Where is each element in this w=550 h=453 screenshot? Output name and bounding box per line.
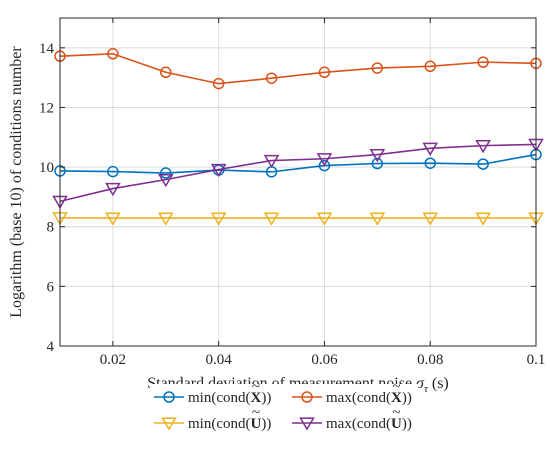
legend-label-symbol: U bbox=[250, 416, 261, 432]
data-point bbox=[107, 165, 119, 178]
legend-entry-3: min(cond(U))~ bbox=[154, 405, 271, 432]
axes-frame bbox=[59, 17, 537, 347]
x-axis-title-subscript: τ bbox=[424, 383, 429, 395]
y-tick-label: 10 bbox=[39, 160, 54, 176]
data-point bbox=[105, 212, 121, 226]
legend-label-suffix: )) bbox=[261, 416, 271, 432]
legend-label-suffix: )) bbox=[402, 390, 412, 406]
legend-label-suffix: )) bbox=[402, 416, 412, 432]
series-layer bbox=[52, 48, 544, 226]
axes-background bbox=[60, 18, 536, 346]
legend-box bbox=[150, 384, 418, 448]
legend-label: max(cond(X)) bbox=[326, 390, 412, 406]
series-4 bbox=[52, 138, 544, 210]
legend: min(cond(X))~max(cond(X))~min(cond(U))~m… bbox=[150, 379, 418, 448]
y-tick-label: 4 bbox=[47, 339, 55, 355]
ticks bbox=[60, 18, 537, 347]
data-point bbox=[477, 56, 489, 68]
legend-tilde: ~ bbox=[252, 405, 260, 421]
data-point bbox=[422, 142, 439, 156]
data-point bbox=[157, 212, 174, 226]
legend-entry-1: min(cond(X))~ bbox=[154, 379, 271, 406]
y-tick-label: 8 bbox=[47, 220, 55, 236]
data-point bbox=[318, 66, 331, 79]
legend-label-prefix: max(cond( bbox=[326, 416, 391, 432]
data-point bbox=[369, 212, 386, 226]
data-point bbox=[318, 159, 331, 172]
legend-tilde: ~ bbox=[252, 379, 260, 395]
x-tick-label: 0.02 bbox=[100, 352, 126, 368]
y-tick-label: 6 bbox=[47, 279, 55, 295]
data-point bbox=[475, 212, 491, 226]
tick-labels: 0.02 0.04 0.06 0.08 0.1 4 6 8 10 12 14 bbox=[39, 41, 545, 368]
legend-label-prefix: min(cond( bbox=[188, 390, 250, 406]
legend-entry-2: max(cond(X))~ bbox=[292, 379, 412, 406]
x-tick-label: 0.1 bbox=[527, 352, 546, 368]
data-point bbox=[157, 173, 174, 188]
data-point bbox=[160, 66, 172, 79]
series-line bbox=[59, 52, 537, 85]
legend-label-symbol: X bbox=[391, 390, 402, 406]
x-tick-label: 0.04 bbox=[206, 352, 233, 368]
y-tick-label: 12 bbox=[39, 100, 54, 116]
y-tick-label: 14 bbox=[39, 41, 55, 57]
data-point bbox=[316, 153, 333, 167]
series-1 bbox=[54, 148, 542, 179]
legend-tilde: ~ bbox=[392, 405, 400, 421]
legend-entry-4: max(cond(U))~ bbox=[292, 405, 412, 432]
data-point bbox=[424, 60, 436, 73]
data-point bbox=[371, 157, 384, 170]
legend-swatch-marker bbox=[299, 417, 315, 431]
legend-label-prefix: min(cond( bbox=[188, 416, 250, 432]
legend-swatch-marker bbox=[163, 391, 175, 403]
x-axis-title-symbol: σ bbox=[416, 375, 425, 392]
data-point bbox=[371, 62, 384, 74]
series-line bbox=[59, 143, 537, 203]
data-point bbox=[369, 148, 386, 163]
x-tick-label: 0.08 bbox=[417, 352, 443, 368]
legend-tilde: ~ bbox=[392, 379, 400, 395]
legend-label: min(cond(X)) bbox=[188, 390, 271, 406]
data-point bbox=[210, 212, 227, 226]
data-point bbox=[477, 158, 489, 170]
series-line bbox=[59, 153, 537, 174]
legend-swatch-marker bbox=[301, 391, 313, 403]
data-point bbox=[210, 163, 227, 178]
legend-label-prefix: max(cond( bbox=[326, 390, 391, 406]
data-point bbox=[424, 157, 436, 169]
data-point bbox=[107, 48, 119, 60]
data-point bbox=[422, 212, 439, 226]
legend-label: max(cond(U)) bbox=[326, 416, 412, 432]
plot-area: 0.02 0.04 0.06 0.08 0.1 4 6 8 10 12 14 bbox=[39, 17, 545, 368]
x-tick-label: 0.06 bbox=[311, 352, 338, 368]
legend-label-suffix: )) bbox=[261, 390, 271, 406]
data-point bbox=[263, 212, 280, 226]
data-point bbox=[105, 182, 121, 197]
data-point bbox=[316, 212, 333, 226]
legend-swatch-marker bbox=[161, 417, 177, 431]
legend-label: min(cond(U)) bbox=[188, 416, 271, 432]
legend-label-symbol: U bbox=[391, 416, 402, 432]
series-3 bbox=[52, 212, 544, 226]
data-point bbox=[212, 77, 225, 90]
data-point bbox=[263, 154, 280, 169]
data-point bbox=[160, 167, 172, 179]
y-axis-title: Logarithm (base 10) of conditions number bbox=[8, 46, 25, 318]
x-axis-title-unit: (s) bbox=[428, 375, 449, 392]
data-point bbox=[475, 139, 491, 154]
legend-label-symbol: X bbox=[250, 390, 261, 406]
data-point bbox=[265, 72, 278, 84]
